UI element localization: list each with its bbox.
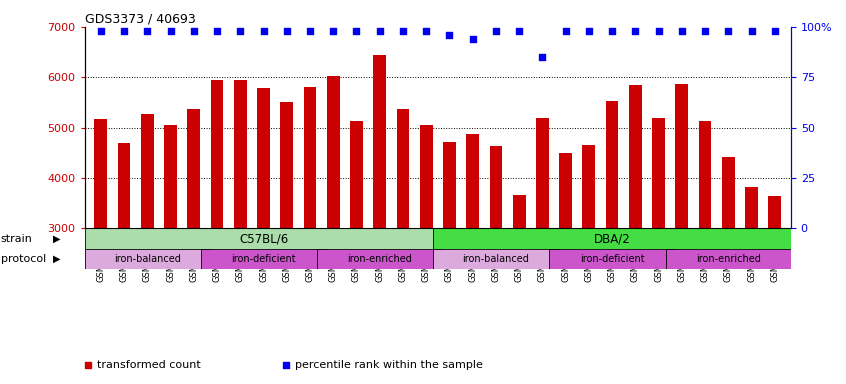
Bar: [559, 153, 572, 228]
Text: percentile rank within the sample: percentile rank within the sample: [295, 360, 483, 370]
Bar: [280, 102, 294, 228]
Point: [513, 28, 526, 34]
Bar: [95, 119, 107, 228]
Text: protocol: protocol: [1, 254, 46, 264]
Bar: [466, 134, 479, 228]
Point: [211, 28, 224, 34]
Point: [140, 28, 154, 34]
Text: iron-deficient: iron-deficient: [580, 254, 645, 264]
Point: [164, 28, 178, 34]
Point: [489, 28, 503, 34]
Text: GDS3373 / 40693: GDS3373 / 40693: [85, 13, 195, 26]
Bar: [85, 228, 442, 249]
Text: strain: strain: [1, 233, 33, 243]
Point: [651, 28, 665, 34]
Bar: [420, 125, 432, 228]
Bar: [201, 249, 327, 269]
Bar: [652, 118, 665, 228]
Point: [94, 28, 107, 34]
Point: [256, 28, 270, 34]
Text: iron-enriched: iron-enriched: [347, 254, 412, 264]
Point: [396, 28, 409, 34]
Bar: [373, 55, 386, 228]
Bar: [768, 196, 781, 228]
Point: [187, 28, 201, 34]
Bar: [582, 145, 596, 228]
Bar: [85, 249, 210, 269]
Text: transformed count: transformed count: [97, 360, 201, 370]
Bar: [722, 157, 734, 228]
Point: [280, 28, 294, 34]
Point: [349, 28, 363, 34]
Bar: [327, 76, 339, 228]
Point: [442, 32, 456, 38]
Bar: [257, 88, 270, 228]
Point: [629, 28, 642, 34]
Text: ▶: ▶: [53, 254, 61, 264]
Point: [279, 362, 293, 368]
Bar: [317, 249, 442, 269]
Point: [582, 28, 596, 34]
Bar: [304, 87, 316, 228]
Bar: [536, 118, 549, 228]
Point: [675, 28, 689, 34]
Point: [698, 28, 711, 34]
Text: ▶: ▶: [53, 233, 61, 243]
Point: [466, 36, 480, 42]
Bar: [745, 187, 758, 228]
Point: [118, 28, 131, 34]
Bar: [490, 146, 503, 228]
Point: [768, 28, 782, 34]
Bar: [164, 125, 177, 228]
Text: C57BL/6: C57BL/6: [239, 232, 288, 245]
Point: [744, 28, 758, 34]
Bar: [433, 249, 558, 269]
Text: iron-deficient: iron-deficient: [231, 254, 296, 264]
Point: [536, 54, 549, 60]
Bar: [118, 143, 130, 228]
Point: [327, 28, 340, 34]
Bar: [629, 85, 642, 228]
Bar: [513, 195, 525, 228]
Point: [559, 28, 573, 34]
Bar: [397, 109, 409, 228]
Bar: [606, 101, 618, 228]
Point: [722, 28, 735, 34]
Bar: [443, 142, 456, 228]
Bar: [699, 121, 711, 228]
Point: [303, 28, 316, 34]
Bar: [211, 80, 223, 228]
Bar: [666, 249, 791, 269]
Bar: [675, 84, 688, 228]
Text: iron-enriched: iron-enriched: [695, 254, 761, 264]
Bar: [141, 114, 154, 228]
Point: [420, 28, 433, 34]
Text: DBA/2: DBA/2: [594, 232, 630, 245]
Text: iron-balanced: iron-balanced: [463, 254, 530, 264]
Point: [233, 28, 247, 34]
Bar: [188, 109, 201, 228]
Text: iron-balanced: iron-balanced: [114, 254, 181, 264]
Point: [81, 362, 95, 368]
Bar: [549, 249, 675, 269]
Bar: [433, 228, 791, 249]
Bar: [233, 80, 247, 228]
Bar: [350, 121, 363, 228]
Point: [373, 28, 387, 34]
Point: [606, 28, 619, 34]
